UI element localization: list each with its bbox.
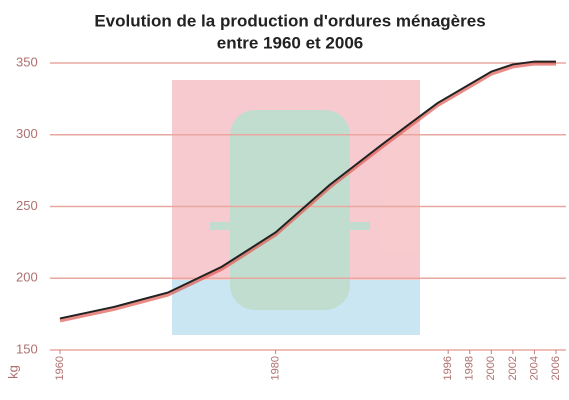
chart-title: Evolution de la production d'ordures mén… [94,11,485,30]
x-tick-label: 1960 [54,356,66,380]
y-tick-label: 150 [16,341,38,356]
x-tick-label: 1998 [464,356,476,380]
y-tick-label: 200 [16,270,38,285]
x-tick-label: 2006 [550,356,562,380]
y-tick-label: 350 [16,54,38,69]
y-axis-label: kg [5,365,20,379]
background-illustration [172,80,420,335]
x-tick-label: 2002 [507,356,519,380]
y-tick-label: 250 [16,198,38,213]
x-tick-label: 1980 [270,356,282,380]
chart: Evolution de la production d'ordures mén… [0,0,569,400]
x-tick-label: 1996 [442,356,454,380]
x-tick-label: 2004 [528,356,540,380]
x-tick-label: 2000 [485,356,497,380]
chart-subtitle: entre 1960 et 2006 [217,33,364,52]
y-tick-label: 300 [16,126,38,141]
